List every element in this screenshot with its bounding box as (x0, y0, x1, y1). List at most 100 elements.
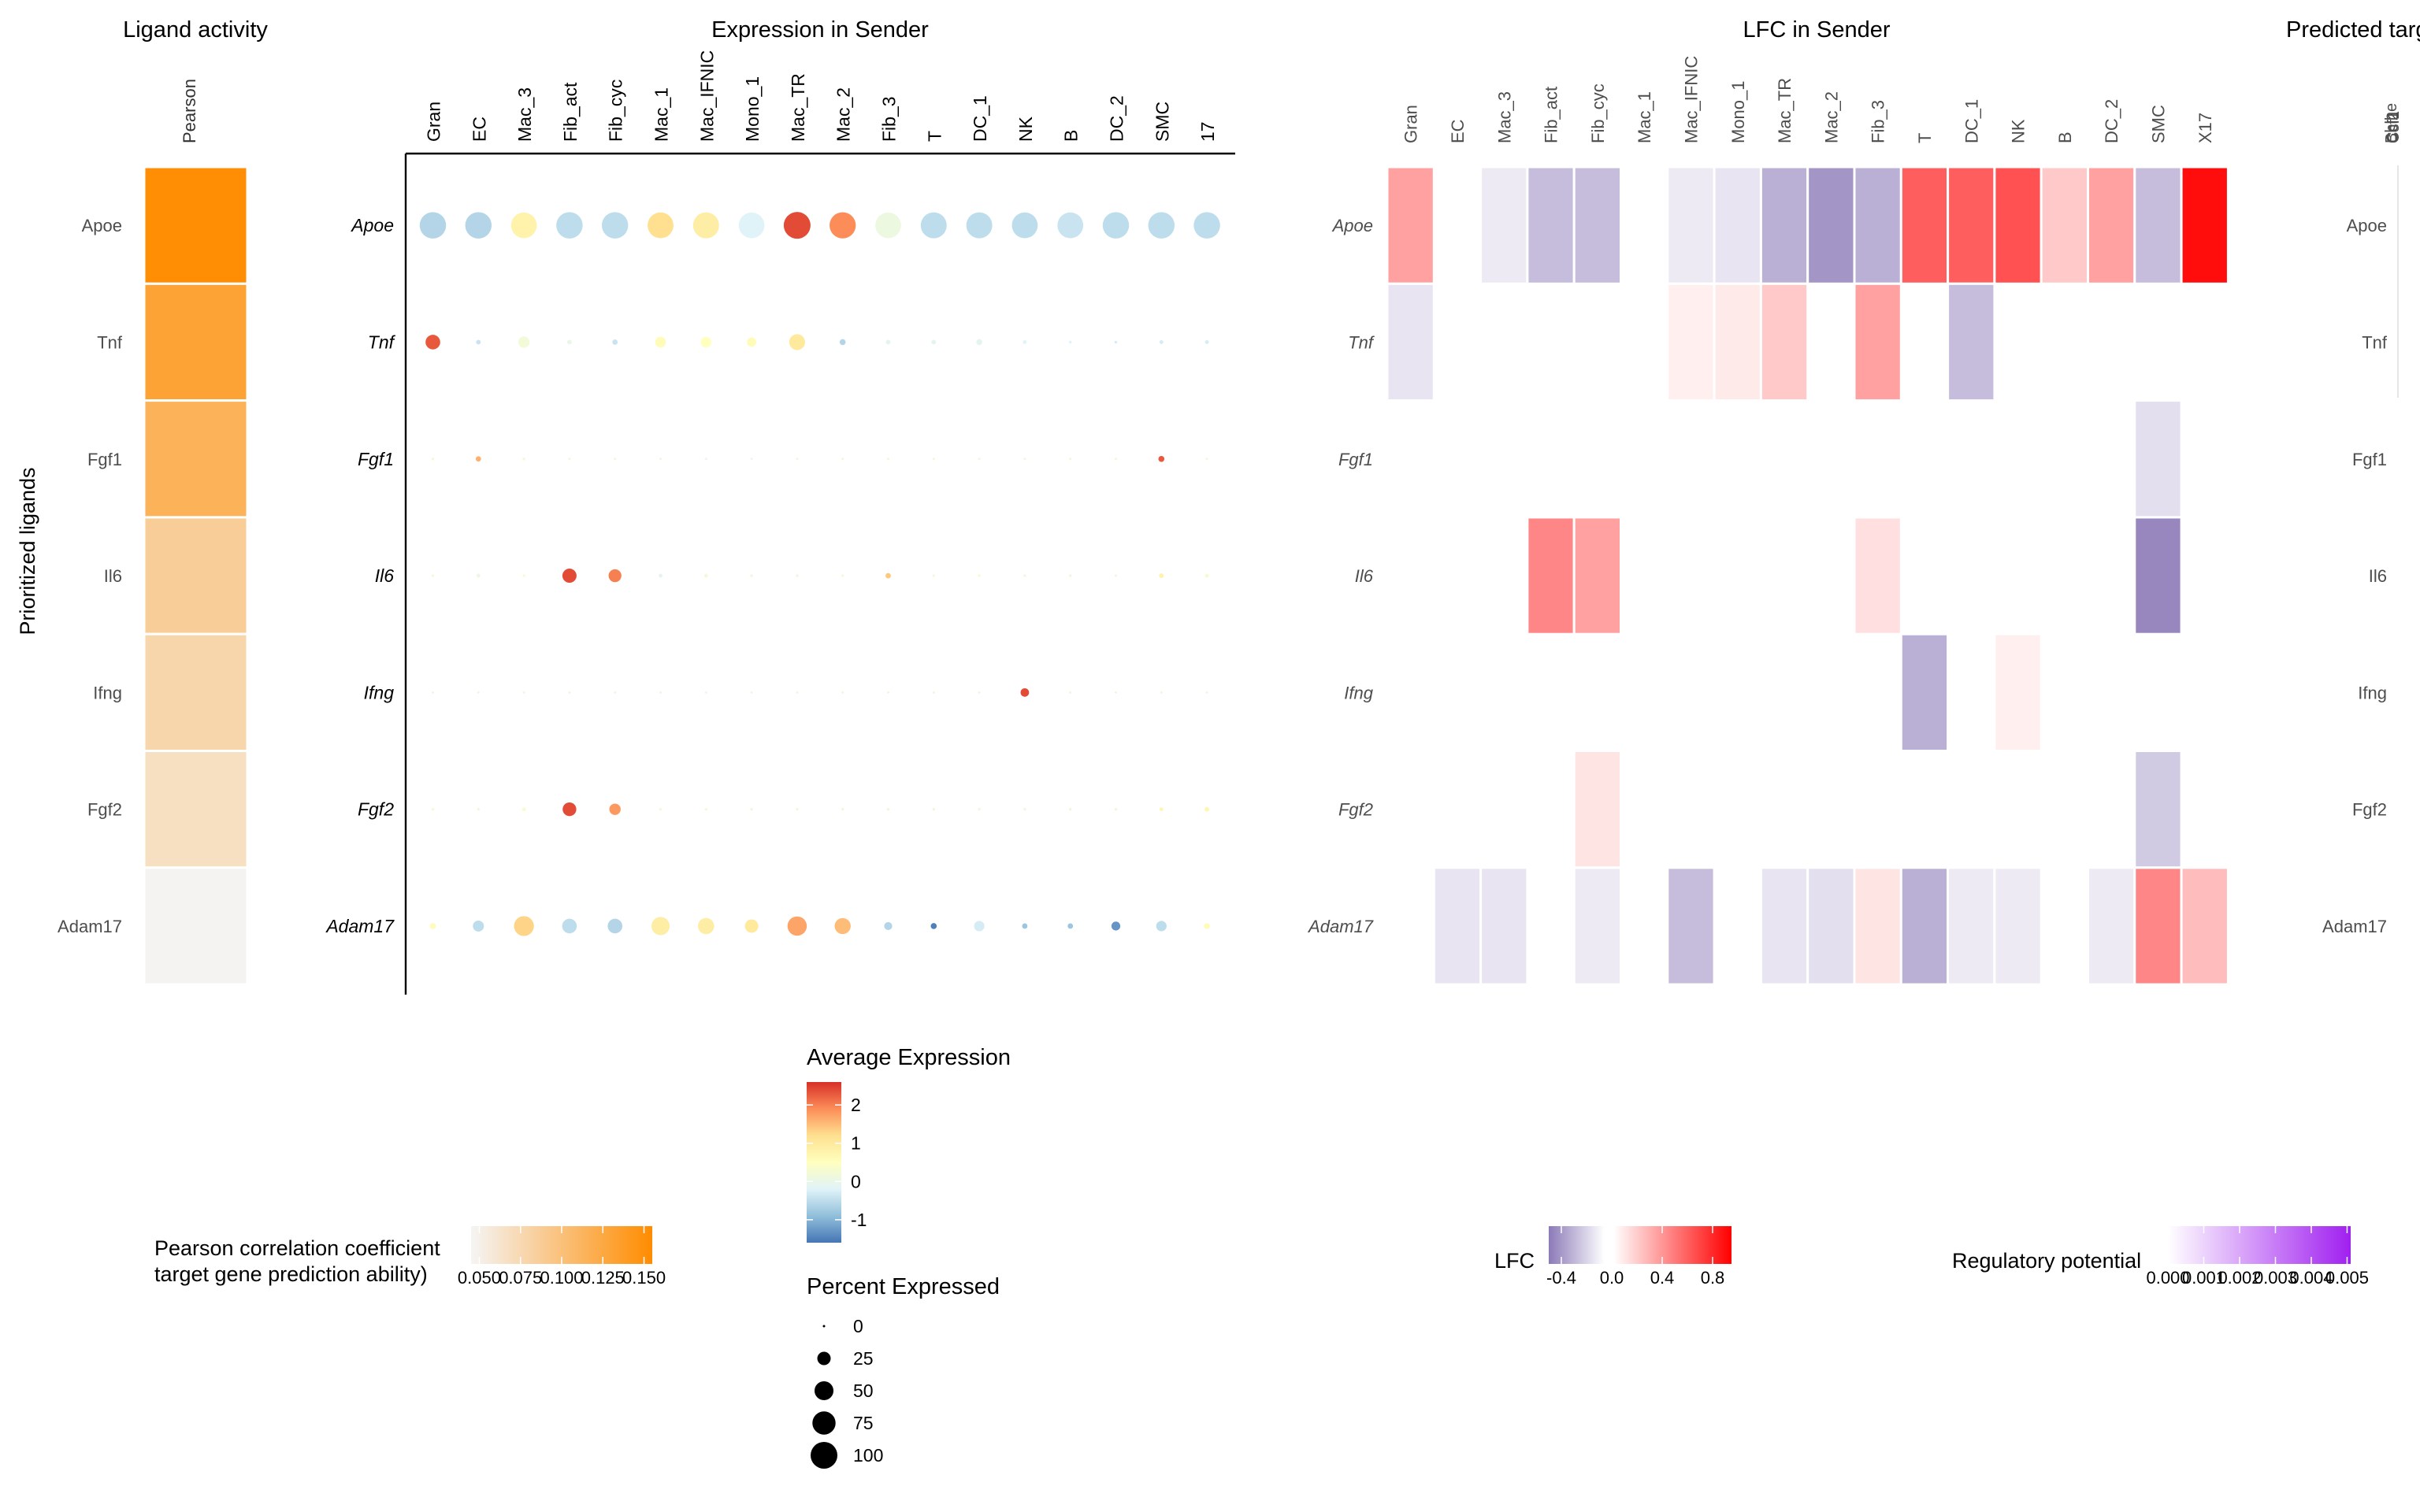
expression-dot-ifng-ec (477, 691, 480, 694)
ligand-activity-row-label: Adam17 (58, 917, 122, 936)
expression-dot-apoe-ec (465, 212, 492, 239)
lfc-cells (1386, 165, 2229, 986)
lfc-cell-apoe-mono_1 (1713, 165, 1762, 285)
predicted-target-column-label: Csf1 (2385, 111, 2403, 143)
ligand-activity-panel: Ligand activity Prioritized ligands Pear… (16, 17, 268, 986)
lfc-cell-apoe-mac_ifnic (1666, 165, 1716, 285)
expression-dot-apoe-nk (1011, 212, 1038, 239)
lfc-cell-tnf-mac_tr (1759, 282, 1809, 402)
expression-dot-il6-fib_cyc (608, 569, 622, 583)
expression-dot-fgf1-mac_3 (522, 458, 525, 461)
expression-dot-ifng-mac_tr (796, 691, 799, 694)
expression-column-label: NK (1015, 116, 1036, 142)
percent-expressed-legend-label: 0 (853, 1316, 863, 1336)
expression-dot-adam17-gran (429, 923, 436, 929)
expression-dot-fgf1-dc_2 (1115, 458, 1117, 461)
lfc-cell-adam17-mac_2 (1806, 866, 1856, 986)
expression-dot-adam17-mac_ifnic (697, 917, 714, 935)
lfc-column-label: Fib_act (1542, 87, 1561, 143)
expression-dot-adam17-mac_tr (787, 916, 807, 936)
lfc-cell-adam17-nk (1993, 866, 2043, 986)
expression-column-label: Gran (424, 102, 444, 142)
expression-dot-adam17-fib_cyc (607, 918, 623, 934)
predicted-target-column-label: Ccl2 (2385, 112, 2402, 143)
expression-dot-il6-mac_tr (796, 574, 799, 577)
expression-dot-tnf-mac_2 (839, 339, 846, 346)
lfc-legend-tick-label: -0.4 (1546, 1268, 1576, 1288)
lfc-legend-ticks: -0.4 0.0 0.4 0.8 (1546, 1226, 1724, 1288)
regulatory-potential-legend: Regulatory potential 0.0000.0010.0020.00… (1952, 1226, 2369, 1288)
average-expression-legend-ticks: 2 1 0 -1 (807, 1095, 867, 1230)
expression-dot-il6-ec (476, 573, 481, 578)
lfc-cell-ifng-nk (1993, 632, 2043, 753)
expression-dot-ifng-nk (1020, 687, 1030, 697)
ligand-activity-cell-fgf1 (143, 399, 249, 519)
lfc-cell-apoe-fib_act (1526, 165, 1576, 285)
pearson-legend-tick-label: 0.100 (540, 1268, 583, 1288)
pearson-legend: Pearson correlation coefficient target g… (154, 1226, 666, 1288)
expression-dot-apoe-fib_act (556, 212, 583, 239)
pearson-legend-tick-label: 0.075 (499, 1268, 542, 1288)
percent-expressed-legend-dot (814, 1380, 834, 1401)
lfc-column-label: Fib_3 (1869, 100, 1888, 143)
expression-dot-fgf1-ec (475, 456, 481, 462)
lfc-cell-apoe-fib_cyc (1572, 165, 1622, 285)
average-expression-tick-label: -1 (851, 1210, 867, 1230)
expression-dot-apoe-mac_ifnic (692, 212, 719, 239)
expression-dot-fgf2-gran (431, 807, 435, 811)
regulatory-potential-legend-tick-label: 0.002 (2218, 1268, 2261, 1288)
lfc-cell-fgf1-smc (2133, 399, 2183, 519)
prioritized-ligands-axis-label: Prioritized ligands (16, 467, 39, 635)
expression-dot-adam17-mac_2 (834, 917, 851, 935)
expression-column-label: Mac_3 (514, 87, 535, 142)
lfc-cell-apoe-t (1899, 165, 1950, 285)
lfc-cell-apoe-dc_1 (1947, 165, 1996, 285)
ligand-activity-row-labels: Apoe Tnf Fgf1 Il6 Ifng Fgf2 Adam17 (58, 216, 123, 936)
ligand-activity-row-label: Il6 (104, 566, 122, 586)
lfc-cell-fgf2-fib_cyc (1572, 750, 1622, 869)
lfc-legend-colorbar (1549, 1226, 1731, 1264)
expression-row-label: Fgf1 (358, 449, 394, 469)
lfc-cell-il6-smc (2133, 516, 2183, 636)
predicted-target-column-label: Bhlhe (2383, 103, 2400, 143)
expression-dot-il6-fib_3 (885, 573, 891, 579)
ligand-activity-cell-apoe (143, 165, 249, 285)
expression-dot-fgf2-mono_1 (750, 807, 753, 811)
expression-row-label: Ifng (364, 682, 395, 702)
lfc-legend: LFC -0.4 0.0 0.4 0.8 (1494, 1226, 1731, 1288)
expression-dot-il6-dc_1 (978, 574, 981, 577)
expression-dot-apoe-b (1057, 212, 1084, 239)
expression-column-label: B (1061, 130, 1082, 142)
expression-dot-fgf1-smc (1158, 455, 1165, 462)
expression-dot-adam17-dc_2 (1111, 921, 1121, 931)
expression-dot-fgf2-ec (477, 807, 480, 811)
expression-dot-il6-fib_act (562, 569, 577, 584)
lfc-cell-tnf-fib_3 (1853, 282, 1902, 402)
expression-column-label: Mac_2 (833, 87, 854, 142)
expression-dot-il6-mac_1 (659, 573, 663, 578)
expression-dot-adam17-fib_3 (884, 921, 893, 931)
expression-dot-ifng-mac_3 (522, 691, 525, 694)
lfc-row-label: Fgf1 (1338, 450, 1373, 469)
expression-dot-ifng-b (1069, 691, 1072, 694)
expression-dot-adam17-b (1067, 923, 1074, 929)
lfc-cell-tnf-dc_1 (1947, 282, 1996, 402)
average-expression-tick-label: 2 (851, 1095, 861, 1115)
expression-dot-fgf1-fib_act (568, 458, 571, 461)
pearson-column-label: Pearson (180, 79, 199, 143)
lfc-legend-tick-label: 0.4 (1650, 1268, 1675, 1288)
predicted-targets-row-labels: Apoe Tnf Fgf1 Il6 Ifng Fgf2 Adam17 (2322, 216, 2388, 936)
expression-dot-fgf1-gran (431, 458, 435, 461)
percent-expressed-legend-dot (817, 1351, 831, 1366)
lfc-cell-adam17-dc_1 (1947, 866, 1996, 986)
average-expression-tick-label: 1 (851, 1133, 861, 1154)
expression-dot-tnf-mac_ifnic (700, 336, 712, 348)
percent-expressed-legend-title: Percent Expressed (807, 1274, 1000, 1299)
regulatory-potential-legend-tick-label: 0.001 (2182, 1268, 2225, 1288)
expression-dot-apoe-mono_1 (738, 212, 765, 239)
predicted-target-row-label: Fgf1 (2352, 450, 2387, 469)
expression-column-label: DC_1 (970, 95, 990, 142)
expression-dot-apoe-dc_2 (1102, 212, 1130, 239)
expression-dot-il6-mono_1 (750, 574, 753, 577)
